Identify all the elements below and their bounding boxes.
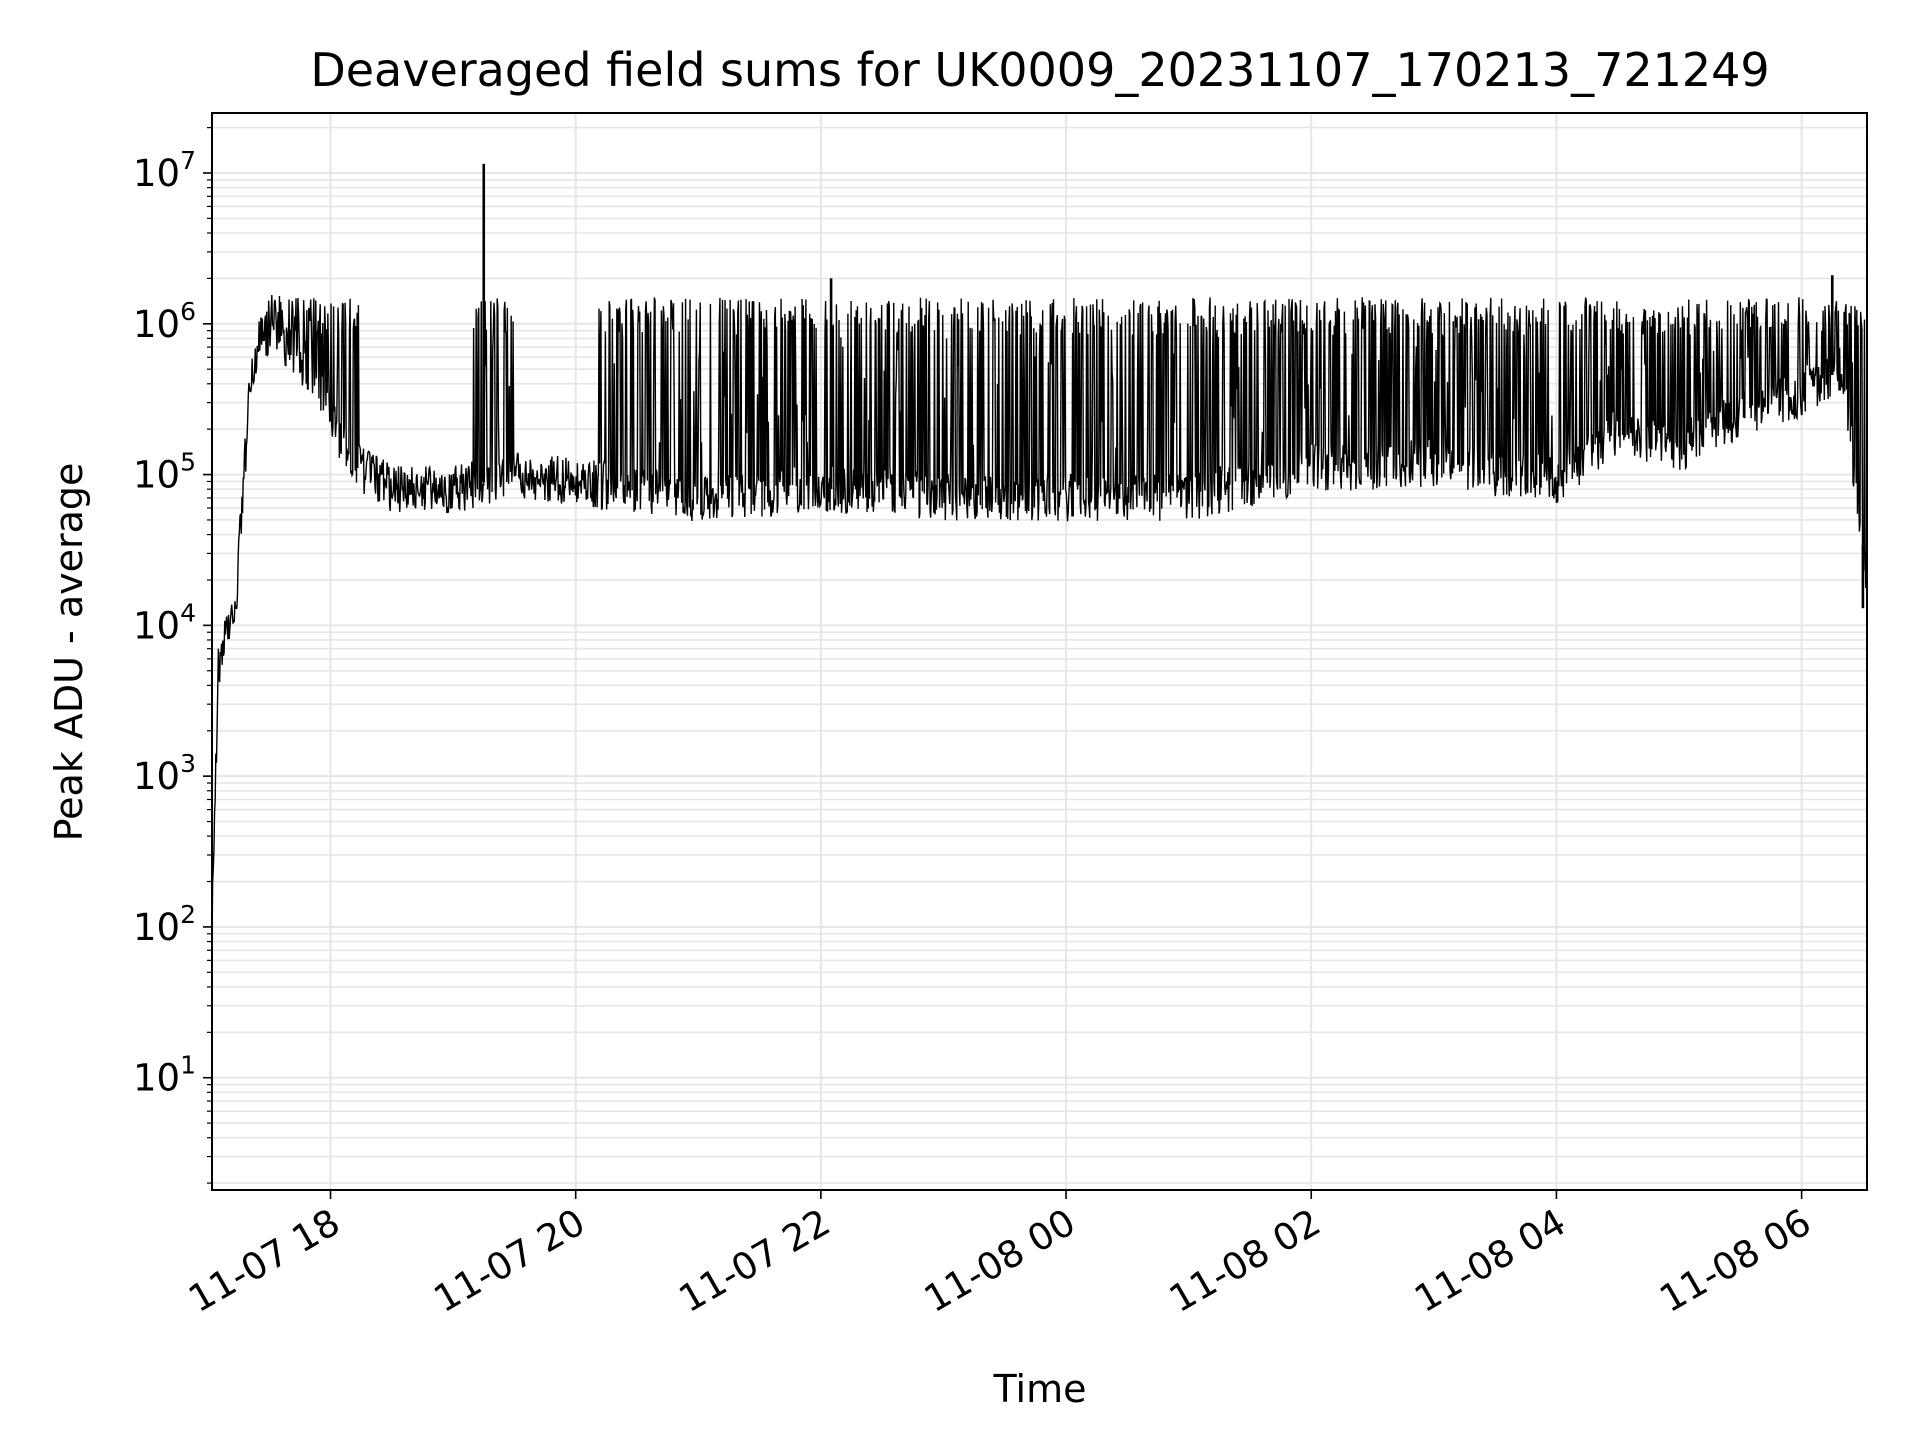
y-axis-label: Peak ADU - average <box>47 463 91 842</box>
x-axis-label: Time <box>993 1367 1087 1411</box>
chart-title: Deaveraged field sums for UK0009_2023110… <box>310 43 1769 97</box>
y-tick-label: 107 <box>133 146 196 195</box>
data-layer <box>212 163 1867 948</box>
y-tick-label: 102 <box>133 900 196 949</box>
y-tick-label: 104 <box>133 598 196 647</box>
series-line <box>212 295 1867 948</box>
y-tick-label: 105 <box>133 448 196 497</box>
plot-frame <box>211 112 1868 1191</box>
y-tick-label: 101 <box>133 1051 196 1100</box>
y-tick-label: 103 <box>133 749 196 798</box>
y-tick-label: 106 <box>133 297 196 346</box>
